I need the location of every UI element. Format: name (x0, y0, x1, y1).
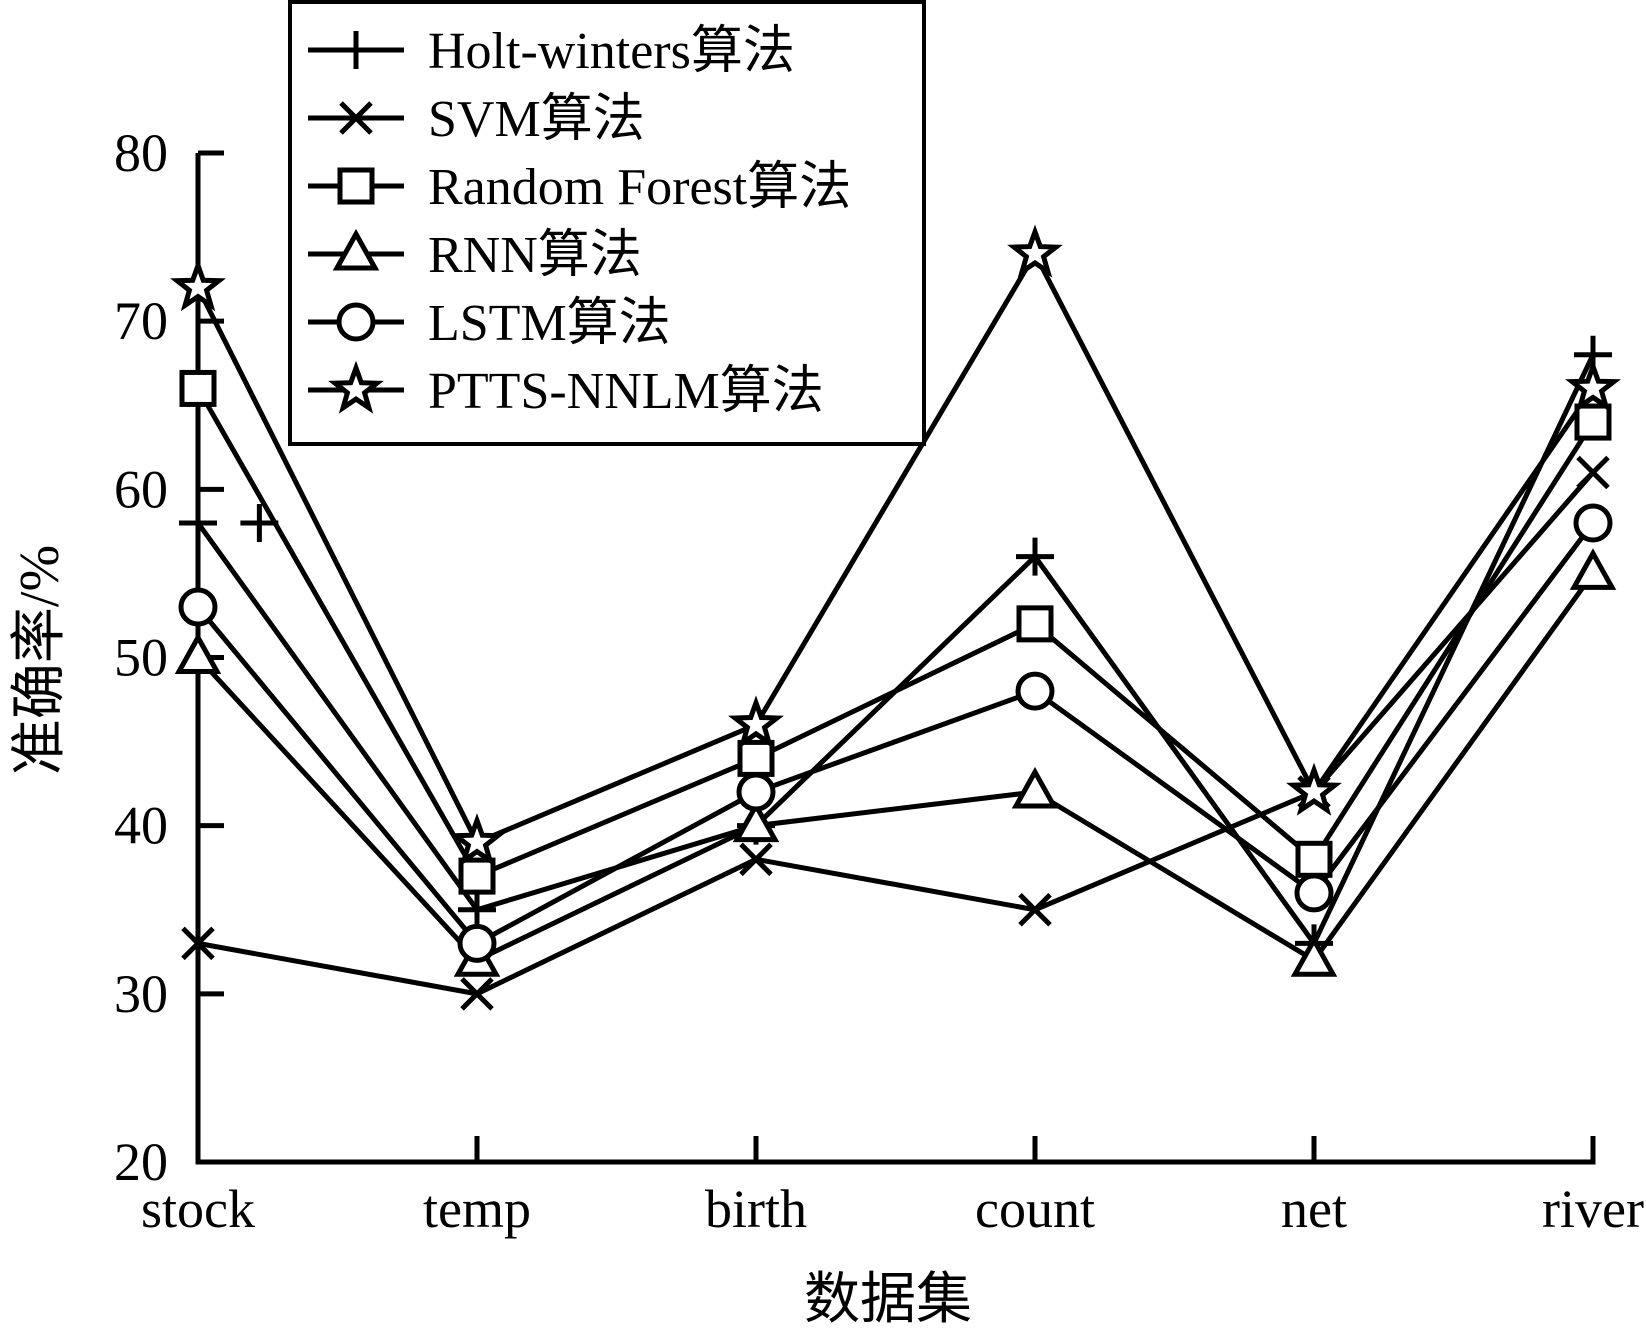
data-point-x (1018, 892, 1052, 927)
data-point-circle (1015, 671, 1055, 711)
data-point-plus (179, 503, 217, 542)
y-tick-label: 80 (114, 123, 168, 183)
legend-entry: RNN算法 (308, 227, 642, 284)
legend-marker-circle (336, 302, 376, 342)
y-tick-label: 70 (114, 291, 168, 351)
series-line-6 (195, 248, 1596, 846)
y-tick-label: 30 (114, 964, 168, 1024)
series-line-2 (197, 470, 1595, 997)
data-point-square (1295, 840, 1333, 878)
series-line-4 (196, 571, 1596, 964)
data-point-star (1565, 358, 1621, 413)
legend-label: LSTM算法 (428, 295, 671, 352)
data-point-circle (178, 587, 218, 627)
series-line-3 (195, 387, 1596, 880)
data-point-square (1016, 605, 1054, 643)
x-tick-label: river (1542, 1179, 1644, 1239)
x-axis-title: 数据集 (804, 1269, 972, 1331)
series-layer (170, 224, 1621, 1011)
data-point-x (739, 842, 773, 877)
legend: Holt-winters算法 SVM算法 Random Forest算法 RNN算法 L… (288, 0, 926, 446)
data-point-x (181, 926, 215, 961)
annotation-marker-plus (240, 503, 279, 542)
data-point-star (449, 813, 505, 867)
data-point-circle (736, 772, 776, 812)
data-point-circle (1573, 503, 1613, 543)
data-point-x (1576, 455, 1610, 490)
data-point-plus (458, 890, 496, 929)
data-point-x (460, 977, 494, 1011)
x-tick-label: temp (423, 1179, 531, 1239)
x-tick-label: stock (141, 1179, 255, 1239)
y-tick-label: 60 (114, 459, 168, 519)
data-point-square (458, 857, 496, 895)
legend-marker-triangle (332, 228, 380, 271)
data-point-star (170, 258, 226, 312)
legend-entry: Holt-winters算法 (308, 23, 795, 80)
legend-entry: LSTM算法 (308, 295, 671, 352)
legend-label: Holt-winters算法 (428, 23, 795, 80)
legend-entry: PTTS-NNLM算法 (308, 360, 824, 420)
data-point-triangle (1290, 935, 1338, 977)
data-point-triangle (732, 800, 780, 843)
legend-label: RNN算法 (428, 227, 642, 284)
data-point-triangle (1011, 766, 1059, 809)
data-point-square (737, 739, 775, 777)
legend-label: SVM算法 (428, 91, 645, 148)
legend-label: Random Forest算法 (428, 159, 851, 216)
data-point-circle (457, 923, 497, 963)
data-point-star (1286, 762, 1342, 816)
data-point-triangle (1569, 548, 1617, 590)
legend-box (288, 0, 926, 446)
y-tick-label: 40 (114, 796, 168, 856)
data-point-plus (1016, 537, 1054, 576)
y-tick-label: 20 (114, 1132, 168, 1192)
data-point-circle (1294, 873, 1334, 913)
data-point-square (179, 369, 217, 407)
x-tick-label: birth (705, 1179, 807, 1239)
axes: 20 30 40 50 60 70 80 stock temp birth count net rive… (114, 123, 1644, 1239)
y-axis-title: 准确率/% (9, 545, 71, 775)
legend-entry: Random Forest算法 (308, 159, 851, 216)
data-point-triangle (174, 632, 222, 674)
x-tick-label: net (1281, 1179, 1347, 1239)
legend-marker-x (339, 101, 373, 135)
legend-entry: SVM算法 (308, 91, 645, 148)
data-point-star (1007, 224, 1063, 278)
series-line-5 (196, 521, 1595, 947)
legend-label: PTTS-NNLM算法 (428, 363, 824, 420)
legend-marker-star (328, 360, 384, 414)
legend-marker-square (337, 167, 375, 205)
data-point-star (728, 695, 784, 749)
legend-marker-plus (337, 31, 375, 69)
y-tick-label: 50 (114, 628, 168, 688)
data-point-square (1574, 403, 1612, 441)
x-tick-label: count (975, 1179, 1095, 1239)
